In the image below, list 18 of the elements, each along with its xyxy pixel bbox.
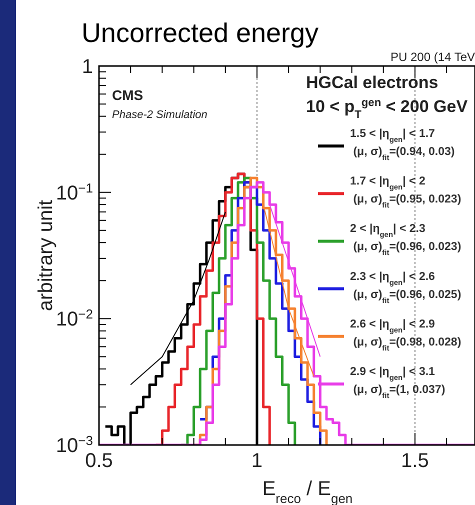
text: 1.7 < |η$_{gen}$| < 2 (μ, σ)$_{fit}$=(0.95, 0.023) bbox=[350, 176, 462, 210]
y-tick-label: 1 bbox=[82, 56, 93, 78]
text: PU 200 (14 TeV bbox=[390, 50, 475, 64]
y-axis-title: arbitrary unit bbox=[35, 199, 57, 312]
text: 2.9 < |η$_{gen}$| < 3.1 (μ, σ)$_{fit}$=(1, 0.037) bbox=[350, 366, 446, 400]
legend-title: HGCal electrons 10 < p$_{T}$$^{gen}$ < 200 GeV bbox=[306, 73, 468, 121]
x-axis-title: E$_{reco}$ / E$_{gen}$ bbox=[262, 478, 353, 505]
y-tick-label: 10$^{−1}$ bbox=[56, 180, 93, 204]
text: 2.6 < |η$_{gen}$| < 2.9 (μ, σ)$_{fit}$=(0.98, 0.028) bbox=[350, 318, 462, 352]
x-tick-label: 1.5 bbox=[401, 450, 429, 472]
annotation: CMS bbox=[112, 87, 144, 103]
text: 2.3 < |η$_{gen}$| < 2.6 (μ, σ)$_{fit}$=(0.96, 0.025) bbox=[350, 270, 462, 304]
y-tick-label: 10$^{−2}$ bbox=[56, 306, 93, 331]
text: 1.5 < |η$_{gen}$| < 1.7 (μ, σ)$_{fit}$=(0.94, 0.03) bbox=[350, 128, 455, 162]
chart-title: Uncorrected energy bbox=[81, 18, 320, 48]
annotation: Phase-2 Simulation bbox=[112, 109, 208, 121]
legend-label: 2 < |η$_{gen}$| < 2.3 (μ, σ)$_{fit}$=(0.96, 0.023) bbox=[350, 223, 462, 257]
x-tick-label: 1 bbox=[251, 450, 263, 472]
